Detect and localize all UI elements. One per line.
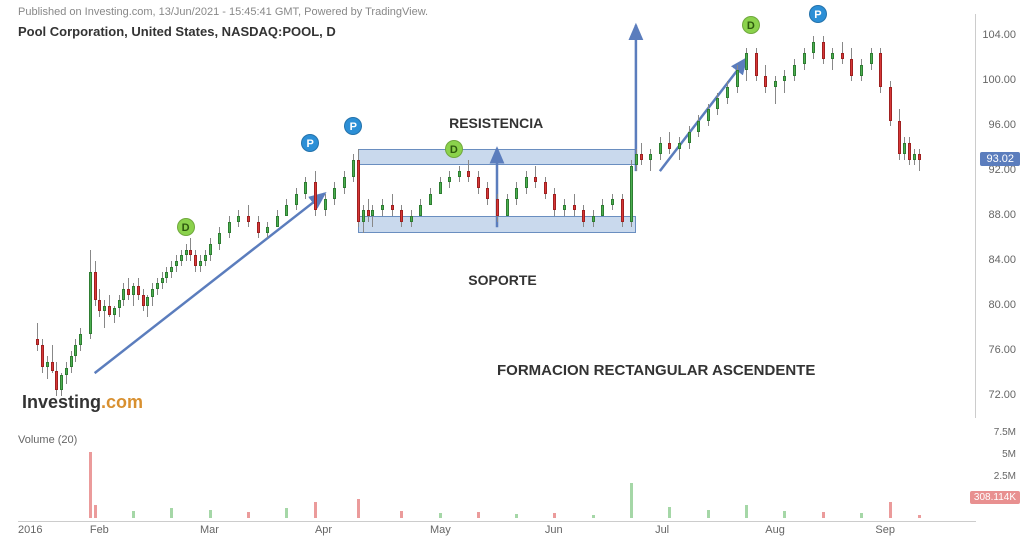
volume-bar xyxy=(209,510,212,518)
y-tick: 72.00 xyxy=(988,389,1016,401)
volume-y-axis: 2.5M5M7.5M308.114K xyxy=(976,432,1024,518)
volume-bar xyxy=(94,505,97,518)
y-tick: 100.00 xyxy=(982,74,1016,86)
volume-bar xyxy=(707,510,710,518)
vol-y-tick: 2.5M xyxy=(994,471,1016,482)
volume-bar xyxy=(285,508,288,518)
volume-bar xyxy=(860,513,863,518)
x-tick: Aug xyxy=(765,524,785,536)
current-price-label: 93.02 xyxy=(980,152,1020,166)
x-tick: Mar xyxy=(200,524,219,536)
vol-y-tick: 7.5M xyxy=(994,427,1016,438)
volume-bar xyxy=(822,512,825,518)
marker-d: D xyxy=(445,140,463,158)
vol-y-tick: 5M xyxy=(1002,449,1016,460)
x-tick: Jun xyxy=(545,524,563,536)
marker-p: P xyxy=(809,5,827,23)
volume-bar xyxy=(357,499,360,518)
price-chart[interactable]: RESISTENCIA SOPORTE FORMACION RECTANGULAR … xyxy=(18,14,976,418)
y-tick: 104.00 xyxy=(982,29,1016,41)
y-tick: 76.00 xyxy=(988,344,1016,356)
price-y-axis: 72.00 76.00 80.00 84.00 88.00 92.00 96.00 100.0… xyxy=(976,14,1024,418)
marker-d: D xyxy=(177,218,195,236)
time-x-axis: 2016 Feb Mar Apr May Jun Jul Aug Sep xyxy=(18,521,976,541)
volume-bar xyxy=(89,452,92,518)
y-tick: 88.00 xyxy=(988,209,1016,221)
volume-bar xyxy=(314,502,317,518)
x-tick: Sep xyxy=(875,524,895,536)
volume-bar xyxy=(553,513,556,518)
volume-label: Volume (20) xyxy=(18,434,77,446)
y-tick: 92.00 xyxy=(988,164,1016,176)
logo-part2: .com xyxy=(101,392,143,412)
uptrend-arrow-2 xyxy=(660,59,746,171)
volume-bar xyxy=(400,511,403,518)
volume-chart[interactable]: Volume (20) xyxy=(18,432,976,518)
volume-bar xyxy=(439,513,442,518)
x-tick: Apr xyxy=(315,524,332,536)
y-tick: 80.00 xyxy=(988,299,1016,311)
current-volume-label: 308.114K xyxy=(970,491,1020,504)
x-tick: Feb xyxy=(90,524,109,536)
volume-bar xyxy=(170,508,173,519)
y-tick: 84.00 xyxy=(988,254,1016,266)
volume-bar xyxy=(630,483,633,518)
volume-bar xyxy=(592,515,595,519)
support-label: SOPORTE xyxy=(468,272,536,288)
logo-part1: Investing xyxy=(22,392,101,412)
x-tick: Jul xyxy=(655,524,669,536)
volume-bar xyxy=(783,511,786,518)
resistance-label: RESISTENCIA xyxy=(449,115,543,131)
x-tick: May xyxy=(430,524,451,536)
y-tick: 96.00 xyxy=(988,119,1016,131)
volume-bar xyxy=(477,512,480,518)
volume-bar xyxy=(515,514,518,518)
volume-bar xyxy=(918,515,921,518)
investing-logo: Investing.com xyxy=(22,392,143,413)
volume-bar xyxy=(745,505,748,518)
marker-d: D xyxy=(742,16,760,34)
x-tick: 2016 xyxy=(18,524,42,536)
volume-bar xyxy=(247,512,250,518)
volume-bar xyxy=(132,511,135,518)
volume-bar xyxy=(668,507,671,518)
pattern-label: FORMACION RECTANGULAR ASCENDENTE xyxy=(497,362,815,379)
volume-bar xyxy=(889,502,892,518)
